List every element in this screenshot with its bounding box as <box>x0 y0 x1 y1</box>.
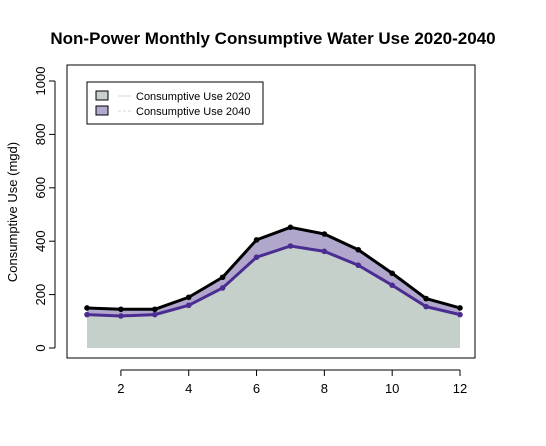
x-tick-label-4: 4 <box>185 381 192 396</box>
series-line-2040 <box>86 225 461 311</box>
point-2020-11 <box>423 303 429 310</box>
point-2020-5 <box>219 285 226 291</box>
point-2020-12 <box>457 311 463 318</box>
point-2040-12 <box>457 305 463 311</box>
x-tick-label-12: 12 <box>453 381 467 396</box>
y-tick-label-600: 600 <box>33 177 48 199</box>
point-2020-2 <box>118 313 124 319</box>
legend-label-2040: Consumptive Use 2040 <box>136 106 250 118</box>
legend-box <box>86 81 264 125</box>
point-2040-1 <box>84 305 90 311</box>
plot-layer <box>84 224 463 348</box>
y-tick-label-800: 800 <box>33 124 48 146</box>
point-2040-3 <box>152 306 158 313</box>
point-2040-9 <box>355 246 362 253</box>
y-tick-label-200: 200 <box>33 284 48 306</box>
point-2020-6 <box>253 254 260 261</box>
x-tick-label-6: 6 <box>253 381 260 396</box>
point-2040-11 <box>423 295 429 302</box>
series-line-2020 <box>86 244 461 318</box>
y-axis: 0 200 400 600 800 1000 <box>33 67 56 352</box>
point-2040-5 <box>219 274 226 281</box>
plot-frame <box>66 64 476 359</box>
point-2040-7 <box>287 224 294 231</box>
legend-swatch-2040 <box>95 105 109 116</box>
x-tick-label-10: 10 <box>385 381 399 396</box>
point-2020-4 <box>185 302 192 309</box>
legend: Consumptive Use 2020 Consumptive Use 204… <box>86 81 264 125</box>
x-tick-label-8: 8 <box>321 381 328 396</box>
x-tick-label-2: 2 <box>117 381 124 396</box>
y-tick-label-400: 400 <box>33 230 48 252</box>
point-2020-3 <box>152 311 158 318</box>
point-2020-10 <box>389 282 395 289</box>
point-2020-7 <box>287 243 294 249</box>
y-tick-label-1000: 1000 <box>33 67 48 96</box>
point-2040-10 <box>389 270 395 277</box>
point-2040-2 <box>118 306 124 313</box>
y-tick-label-0: 0 <box>33 344 48 351</box>
legend-swatch-2020 <box>95 90 109 101</box>
point-2040-8 <box>321 231 328 237</box>
area-band-2040 <box>87 227 460 316</box>
point-2040-4 <box>185 294 192 301</box>
point-2020-9 <box>355 262 362 269</box>
chart-title: Non-Power Monthly Consumptive Water Use … <box>50 29 495 48</box>
y-axis-title: Consumptive Use (mgd) <box>5 142 20 282</box>
legend-label-2020: Consumptive Use 2020 <box>136 91 250 103</box>
point-2020-8 <box>321 248 328 255</box>
point-2040-6 <box>253 237 260 243</box>
x-axis: 2 4 6 8 10 12 <box>117 369 467 396</box>
point-2020-1 <box>84 311 90 318</box>
